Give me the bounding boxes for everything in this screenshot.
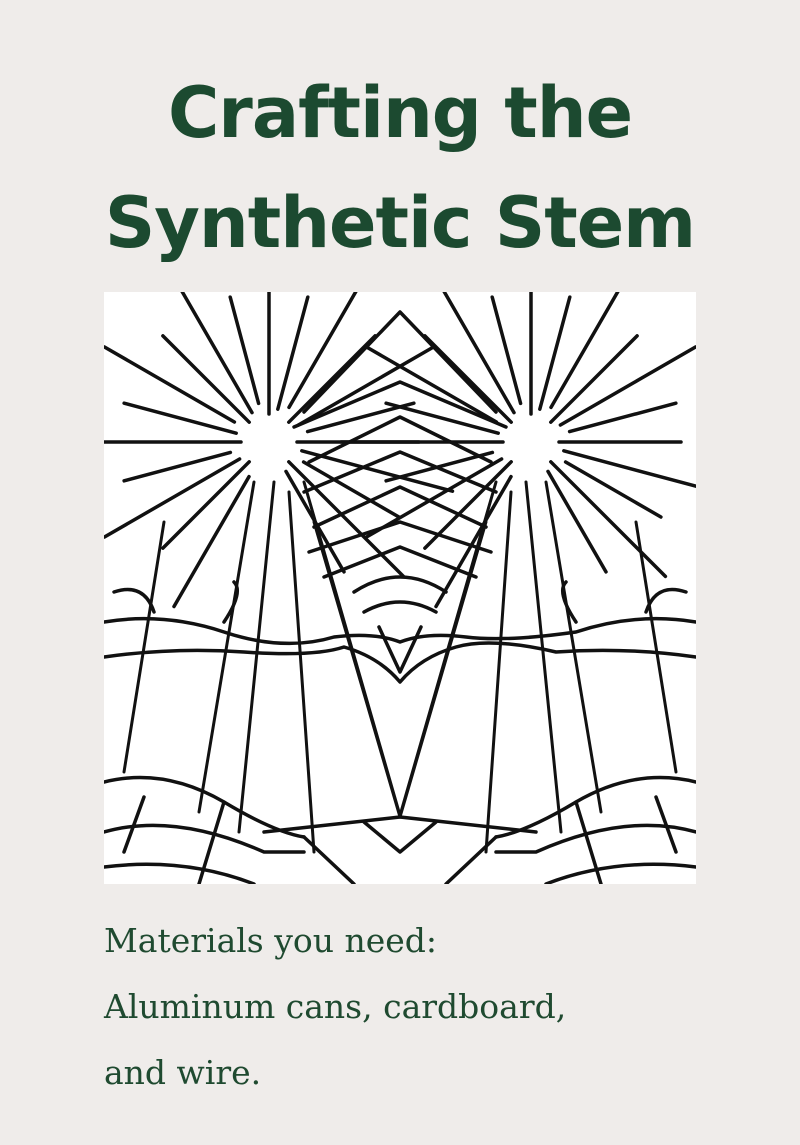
descending-lines <box>122 480 678 854</box>
sunburst-ray <box>300 449 455 493</box>
sunburst-ray <box>434 474 513 609</box>
sunburst-ray <box>180 292 254 415</box>
left-sunburst <box>104 292 455 609</box>
sunburst-ray <box>104 457 242 539</box>
materials-line-2: Aluminum cans, cardboard, <box>104 987 567 1026</box>
sunburst-ray <box>562 449 696 489</box>
sunburst-ray <box>549 292 620 410</box>
page-title: Crafting the Synthetic Stem <box>0 58 800 278</box>
sunburst-ray <box>305 401 416 434</box>
sunburst-ray <box>172 474 251 609</box>
materials-heading: Materials you need: <box>104 921 438 960</box>
title-line-1: Crafting the <box>167 72 633 154</box>
sunburst-ray <box>104 345 237 424</box>
sunburst-ray <box>161 460 251 550</box>
sunburst-ray <box>549 334 639 424</box>
sunburst-ray <box>567 401 678 434</box>
sunburst-ray <box>276 295 310 411</box>
line-art-illustration <box>104 292 696 884</box>
sunburst-ray <box>122 450 233 483</box>
sunburst-ray <box>546 469 608 574</box>
right-sunburst <box>339 292 696 609</box>
sunburst-ray <box>287 460 406 579</box>
central-chevrons <box>292 310 508 579</box>
bottom-arches <box>104 775 696 884</box>
sunburst-ray <box>442 292 516 415</box>
sunburst-ray <box>538 295 572 411</box>
sunburst-ray <box>549 460 668 579</box>
sunburst-ray <box>384 401 500 435</box>
materials-text: Materials you need: Aluminum cans, cardb… <box>104 908 744 1106</box>
sunburst-ray <box>558 345 696 427</box>
sunburst-ray <box>122 401 238 435</box>
sunburst-ray <box>287 292 358 410</box>
sunburst-ray <box>490 295 523 406</box>
sunburst-ray <box>301 460 401 519</box>
sunburst-ray <box>228 295 261 406</box>
sunburst-ray <box>563 460 663 519</box>
symmetric-line-art-icon <box>104 292 696 884</box>
sunburst-ray <box>296 345 436 427</box>
mid-band <box>104 575 696 684</box>
sunburst-ray <box>161 334 251 424</box>
title-line-2: Synthetic Stem <box>104 182 696 264</box>
sunburst-ray <box>423 334 513 424</box>
sunburst-ray <box>364 345 499 424</box>
sunburst-ray <box>287 334 377 424</box>
materials-line-3: and wire. <box>104 1053 262 1092</box>
